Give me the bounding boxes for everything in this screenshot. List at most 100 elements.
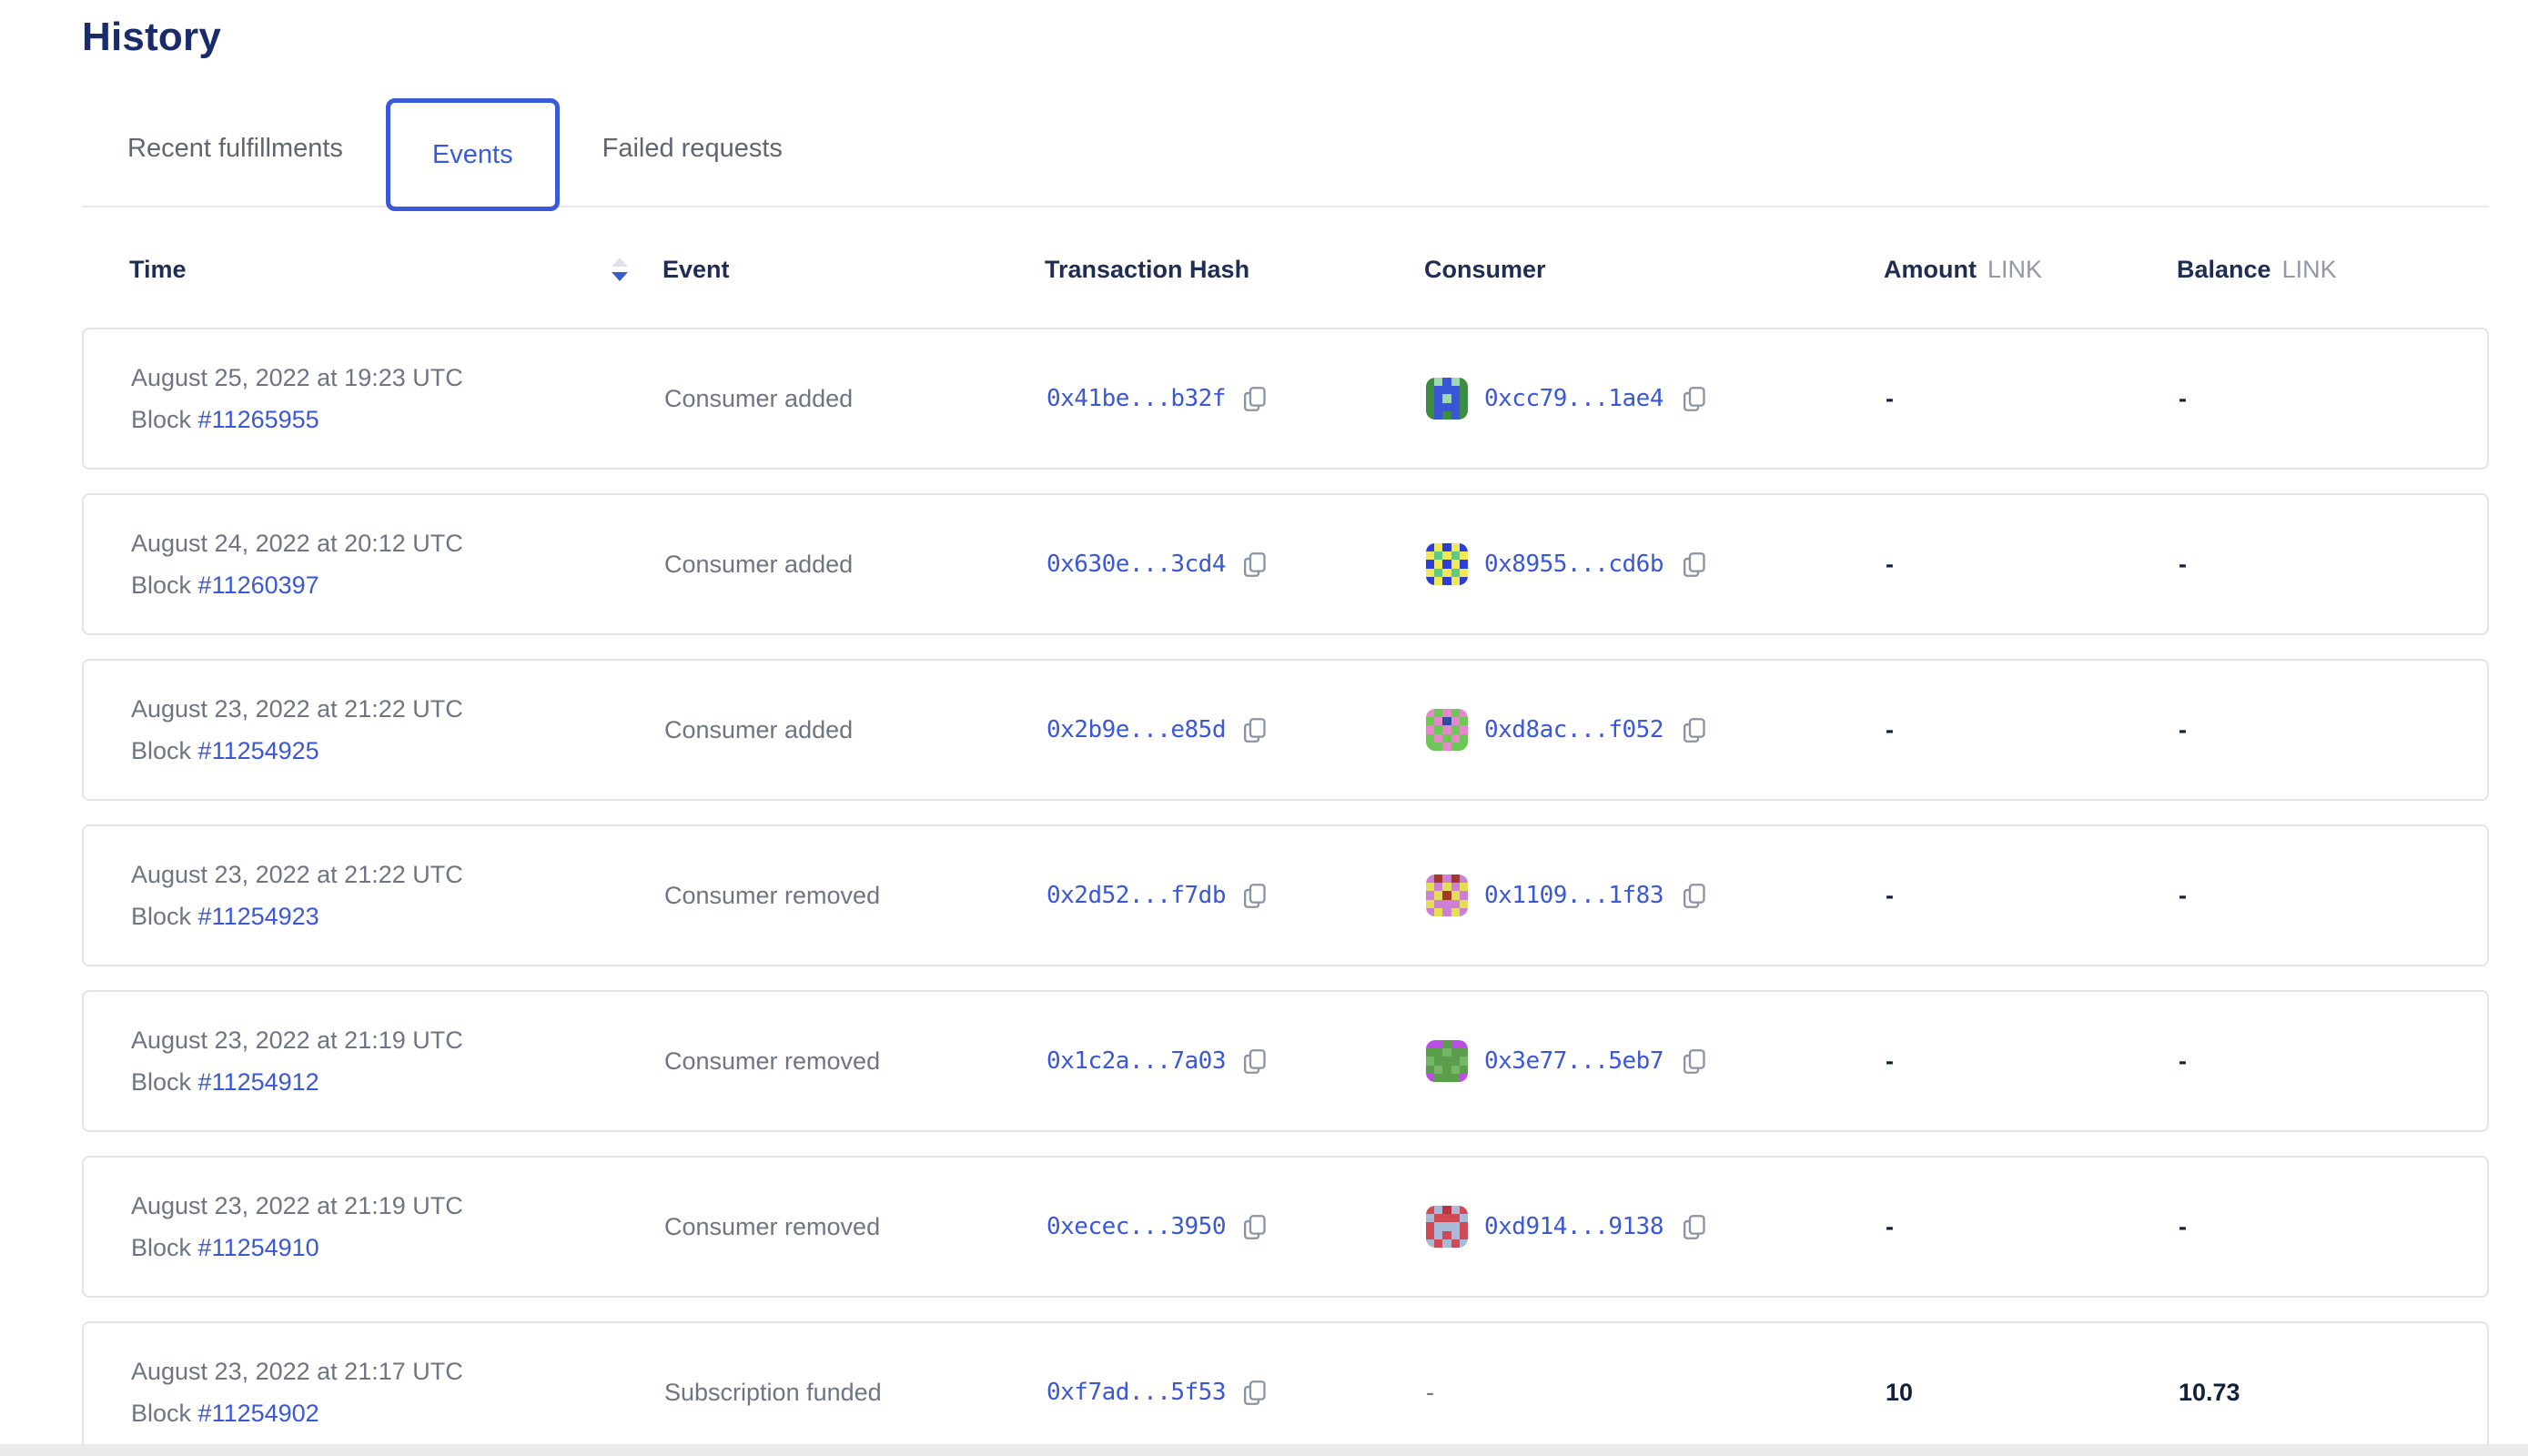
balance-value: - — [2179, 881, 2187, 909]
consumer-identicon — [1426, 543, 1468, 585]
block-number-link[interactable]: #11254923 — [197, 902, 319, 930]
copy-icon[interactable] — [1240, 1047, 1269, 1076]
amount-unit-label: LINK — [1987, 255, 2043, 283]
consumer-address-link[interactable]: 0x3e77...5eb7 — [1484, 1047, 1664, 1075]
transaction-hash-link[interactable]: 0xecec...3950 — [1047, 1213, 1227, 1240]
table-header: Time Event Transaction Hash Consumer Amo… — [82, 248, 2489, 291]
table-row: August 24, 2022 at 20:12 UTC Block #1126… — [82, 493, 2489, 635]
block-number-link[interactable]: #11254912 — [197, 1067, 319, 1096]
copy-icon[interactable] — [1680, 1213, 1708, 1241]
time-cell: August 23, 2022 at 21:22 UTC Block #1125… — [131, 860, 664, 932]
copy-icon[interactable] — [1240, 882, 1269, 910]
time-cell: August 23, 2022 at 21:22 UTC Block #1125… — [131, 694, 664, 766]
block-number-link[interactable]: #11254910 — [197, 1233, 319, 1261]
event-name: Consumer added — [664, 384, 854, 412]
amount-value: - — [1886, 715, 1894, 743]
table-row: August 23, 2022 at 21:19 UTC Block #1125… — [82, 990, 2489, 1132]
transaction-hash-link[interactable]: 0x630e...3cd4 — [1047, 551, 1227, 578]
column-header-balance: Balance LINK — [2177, 255, 2337, 283]
block-number-link[interactable]: #11265955 — [197, 405, 319, 433]
consumer-identicon — [1426, 709, 1468, 751]
time-cell: August 23, 2022 at 21:19 UTC Block #1125… — [131, 1191, 664, 1263]
consumer-cell: 0xd914...9138 - — [1426, 1206, 1886, 1248]
balance-unit-label: LINK — [2281, 255, 2337, 283]
transaction-hash-cell: 0x41be...b32f — [1047, 385, 1426, 413]
block-label: Block — [131, 736, 192, 764]
copy-icon[interactable] — [1240, 1379, 1269, 1407]
time-cell: August 24, 2022 at 20:12 UTC Block #1126… — [131, 529, 664, 601]
event-date: August 23, 2022 at 21:19 UTC — [131, 1191, 463, 1219]
copy-icon[interactable] — [1240, 551, 1269, 579]
tab-events-label: Events — [431, 139, 513, 169]
transaction-hash-link[interactable]: 0x2d52...f7db — [1047, 882, 1227, 909]
block-label: Block — [131, 571, 192, 599]
event-date: August 23, 2022 at 21:22 UTC — [131, 694, 463, 723]
balance-value: - — [2179, 1046, 2187, 1075]
event-name: Consumer added — [664, 550, 854, 578]
column-header-time[interactable]: Time — [129, 255, 662, 284]
tab-events[interactable]: Events — [385, 98, 560, 211]
viewport-bottom-edge — [0, 1444, 2528, 1456]
event-date: August 23, 2022 at 21:19 UTC — [131, 1026, 463, 1054]
event-name: Consumer removed — [664, 1046, 881, 1075]
consumer-cell: 0xcc79...1ae4 - — [1426, 378, 1886, 420]
table-row: August 23, 2022 at 21:19 UTC Block #1125… — [82, 1156, 2489, 1298]
block-label: Block — [131, 902, 192, 930]
consumer-address-link[interactable]: 0xd914...9138 — [1484, 1213, 1664, 1240]
consumer-cell: 0x1109...1f83 - — [1426, 875, 1886, 916]
tab-bar: Recent fulfillments Events Failed reques… — [82, 91, 2489, 211]
consumer-address-link[interactable]: 0xd8ac...f052 — [1484, 716, 1664, 743]
copy-icon[interactable] — [1680, 716, 1708, 744]
tab-recent-fulfillments[interactable]: Recent fulfillments — [127, 133, 343, 163]
tab-failed-requests[interactable]: Failed requests — [602, 133, 783, 163]
amount-value: - — [1886, 550, 1894, 578]
consumer-cell: 0xd8ac...f052 - — [1426, 709, 1886, 751]
table-row: August 23, 2022 at 21:17 UTC Block #1125… — [82, 1321, 2489, 1456]
transaction-hash-link[interactable]: 0xf7ad...5f53 — [1047, 1379, 1227, 1406]
copy-icon[interactable] — [1240, 1213, 1269, 1241]
event-date: August 25, 2022 at 19:23 UTC — [131, 363, 463, 391]
transaction-hash-link[interactable]: 0x1c2a...7a03 — [1047, 1047, 1227, 1075]
transaction-hash-cell: 0xecec...3950 — [1047, 1213, 1426, 1241]
transaction-hash-cell: 0x1c2a...7a03 — [1047, 1047, 1426, 1076]
block-number-link[interactable]: #11254925 — [197, 736, 319, 764]
table-row: August 23, 2022 at 21:22 UTC Block #1125… — [82, 824, 2489, 966]
consumer-empty-dash: - — [1426, 1378, 1434, 1406]
copy-icon[interactable] — [1680, 551, 1708, 579]
block-label: Block — [131, 405, 192, 433]
event-name: Consumer added — [664, 715, 854, 743]
column-header-event: Event — [662, 255, 730, 283]
copy-icon[interactable] — [1680, 385, 1708, 413]
copy-icon[interactable] — [1240, 385, 1269, 413]
amount-value: - — [1886, 1212, 1894, 1240]
consumer-cell: - — [1426, 1379, 1886, 1407]
consumer-address-link[interactable]: 0x8955...cd6b — [1484, 551, 1664, 578]
copy-icon[interactable] — [1680, 1047, 1708, 1076]
event-name: Consumer removed — [664, 1212, 881, 1240]
event-date: August 23, 2022 at 21:17 UTC — [131, 1357, 463, 1385]
copy-icon[interactable] — [1680, 882, 1708, 910]
event-name: Subscription funded — [664, 1378, 882, 1406]
amount-value: - — [1886, 384, 1894, 412]
consumer-identicon — [1426, 1040, 1468, 1082]
consumer-address-link[interactable]: 0x1109...1f83 — [1484, 882, 1664, 909]
table-row: August 25, 2022 at 19:23 UTC Block #1126… — [82, 328, 2489, 470]
event-name: Consumer removed — [664, 881, 881, 909]
consumer-cell: 0x8955...cd6b - — [1426, 543, 1886, 585]
transaction-hash-cell: 0xf7ad...5f53 — [1047, 1379, 1426, 1407]
block-number-link[interactable]: #11254902 — [197, 1399, 319, 1427]
sort-asc-desc-icon[interactable] — [610, 255, 630, 284]
block-number-link[interactable]: #11260397 — [197, 571, 319, 599]
transaction-hash-cell: 0x2b9e...e85d — [1047, 716, 1426, 744]
transaction-hash-link[interactable]: 0x41be...b32f — [1047, 385, 1227, 412]
balance-value: - — [2179, 384, 2187, 412]
column-header-transaction-hash: Transaction Hash — [1045, 255, 1250, 283]
amount-value: 10 — [1886, 1378, 1914, 1406]
copy-icon[interactable] — [1240, 716, 1269, 744]
time-cell: August 25, 2022 at 19:23 UTC Block #1126… — [131, 363, 664, 435]
consumer-identicon — [1426, 875, 1468, 916]
consumer-address-link[interactable]: 0xcc79...1ae4 — [1484, 385, 1664, 412]
transaction-hash-cell: 0x630e...3cd4 — [1047, 551, 1426, 579]
transaction-hash-link[interactable]: 0x2b9e...e85d — [1047, 716, 1227, 743]
block-label: Block — [131, 1399, 192, 1427]
